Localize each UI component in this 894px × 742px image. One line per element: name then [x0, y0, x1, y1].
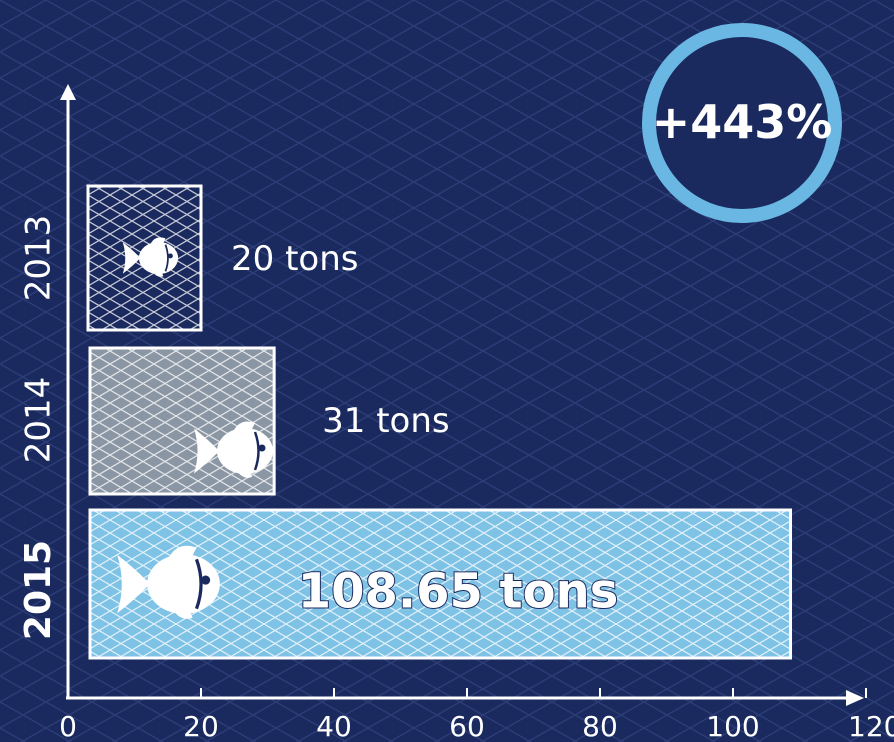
axes	[60, 84, 864, 706]
x-tick-label-60: 60	[449, 710, 485, 742]
x-ticks: 0 20 40 60 80 100 120	[59, 688, 894, 742]
data-label-2013: 20 tons	[231, 239, 358, 279]
bar-group-2015: 108.65 tons	[88, 508, 793, 660]
bar-group-2013: 20 tons	[86, 184, 358, 332]
bar-group-2014: 31 tons	[88, 346, 450, 496]
x-tick-label-40: 40	[316, 710, 352, 742]
y-axis-arrow-icon	[60, 84, 76, 100]
y-category-label-2015: 2015	[18, 540, 59, 640]
y-category-labels: 2013 2014 2015	[18, 215, 59, 640]
bars-layer: 20 tons 31 tons 108.65 tons	[86, 184, 793, 660]
data-label-2014: 31 tons	[322, 401, 449, 441]
x-tick-label-0: 0	[59, 710, 77, 742]
x-tick-label-20: 20	[183, 710, 219, 742]
percent-badge-ring	[642, 23, 842, 223]
x-tick-label-80: 80	[582, 710, 618, 742]
x-axis-arrow-icon	[846, 690, 864, 706]
y-category-label-2013: 2013	[19, 215, 59, 302]
percent-badge-text: +443%	[652, 95, 833, 149]
x-tick-label-120: 120	[848, 710, 894, 742]
y-category-label-2014: 2014	[19, 377, 59, 464]
data-label-2015: 108.65 tons	[298, 563, 619, 619]
percent-badge: +443%	[642, 23, 842, 223]
x-tick-label-100: 100	[706, 710, 759, 742]
